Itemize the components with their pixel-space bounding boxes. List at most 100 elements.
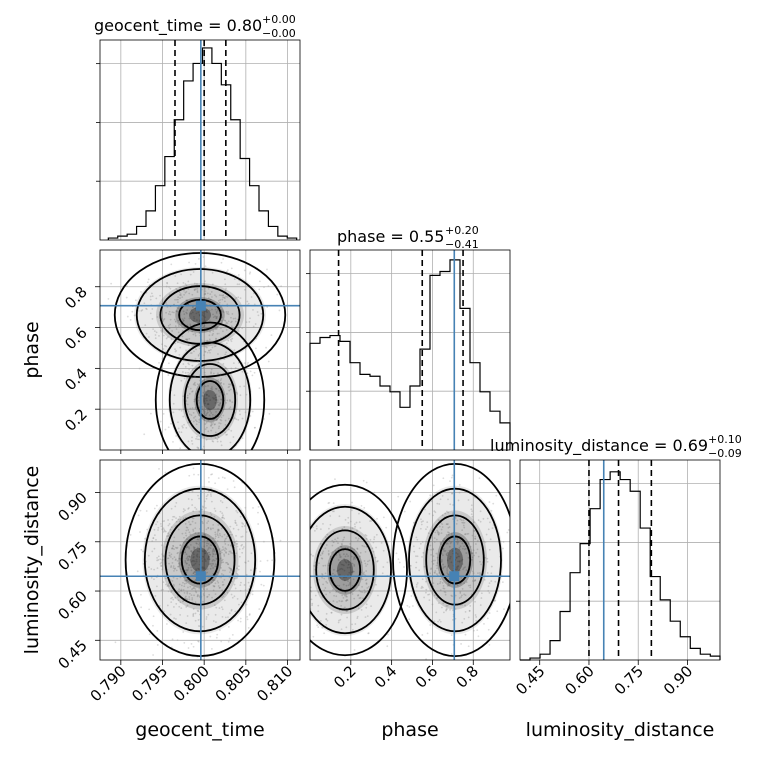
sample-point (208, 309, 211, 312)
sample-point (169, 528, 172, 531)
sample-point (207, 287, 210, 290)
sample-point (298, 571, 300, 573)
sample-point (190, 309, 193, 311)
sample-point (249, 271, 252, 274)
sample-point (382, 566, 385, 568)
sample-point (137, 310, 140, 312)
sample-point (348, 561, 351, 564)
sample-point (343, 569, 346, 572)
sample-point (456, 519, 459, 522)
sample-point (184, 283, 187, 285)
sample-point (410, 595, 413, 597)
sample-point (230, 593, 233, 596)
sample-point (437, 531, 439, 534)
sample-point (212, 548, 215, 550)
sample-point (436, 562, 439, 564)
sample-point (193, 560, 196, 563)
sample-point (180, 584, 183, 587)
sample-point (210, 514, 213, 516)
sample-point (464, 547, 467, 550)
sample-point (207, 490, 210, 493)
sample-point (237, 361, 240, 364)
sample-point (140, 309, 143, 312)
sample-point (336, 570, 338, 572)
title-luminosity-distance-plus: +0.10 (708, 433, 742, 446)
sample-point (178, 325, 180, 328)
sample-point (214, 397, 216, 399)
sample-point (185, 312, 188, 315)
sample-point (239, 394, 242, 397)
sample-point (222, 311, 225, 314)
sample-point (461, 621, 464, 624)
sample-point (192, 572, 195, 575)
sample-point (229, 400, 232, 403)
sample-point (173, 515, 176, 518)
sample-point (188, 555, 191, 558)
sample-point (352, 558, 355, 561)
sample-point (343, 594, 346, 597)
sample-point (228, 385, 231, 388)
sample-point (235, 534, 237, 537)
sample-point (432, 559, 435, 562)
sample-point (226, 303, 229, 306)
sample-point (445, 553, 448, 556)
sample-point (201, 550, 204, 552)
sample-point (220, 377, 223, 380)
sample-point (224, 283, 227, 286)
sample-point (207, 297, 210, 299)
panel-frame (99, 459, 301, 661)
sample-point (358, 512, 360, 515)
sample-point (206, 389, 209, 392)
sample-point (201, 380, 204, 382)
sample-point (190, 566, 192, 569)
sample-point (223, 300, 226, 303)
sample-point (155, 538, 157, 541)
sample-point (219, 379, 222, 382)
sample-point (187, 362, 190, 365)
sample-point (442, 539, 444, 542)
sample-point (331, 510, 334, 513)
sample-point (126, 285, 128, 288)
sample-point (188, 555, 191, 558)
sample-point (314, 594, 317, 597)
sample-point (438, 525, 441, 528)
sample-point (184, 509, 186, 512)
sample-point (145, 291, 148, 294)
sample-point (234, 610, 237, 613)
sample-point (206, 571, 208, 574)
sample-point (201, 448, 204, 450)
sample-point (181, 426, 184, 429)
sample-point (211, 560, 214, 562)
sample-point (188, 363, 191, 366)
x-tick-label-luminosity_distance: 0.75 (611, 662, 647, 698)
sample-point (158, 604, 161, 607)
sample-point (441, 514, 444, 517)
sample-point (196, 538, 199, 541)
sample-point (353, 556, 356, 558)
sample-point (249, 415, 252, 417)
sample-point (167, 585, 170, 588)
sample-point (312, 526, 314, 529)
sample-point (506, 531, 509, 534)
sample-point (240, 581, 242, 584)
sample-point (179, 544, 182, 547)
sample-point (212, 552, 214, 555)
sample-point (188, 521, 190, 523)
sample-point (204, 428, 207, 431)
sample-point (129, 319, 132, 321)
sample-point (196, 438, 199, 441)
sample-point (333, 568, 335, 571)
sample-point (317, 591, 320, 594)
sample-point (187, 507, 190, 509)
sample-point (218, 332, 220, 335)
sample-point (210, 372, 212, 375)
sample-point (211, 388, 214, 391)
sample-point (192, 420, 195, 423)
sample-point (356, 529, 358, 532)
sample-point (187, 288, 190, 290)
sample-point (129, 534, 132, 536)
sample-point (429, 624, 432, 626)
sample-point (151, 308, 154, 310)
sample-point (218, 607, 221, 609)
sample-point (197, 640, 200, 643)
